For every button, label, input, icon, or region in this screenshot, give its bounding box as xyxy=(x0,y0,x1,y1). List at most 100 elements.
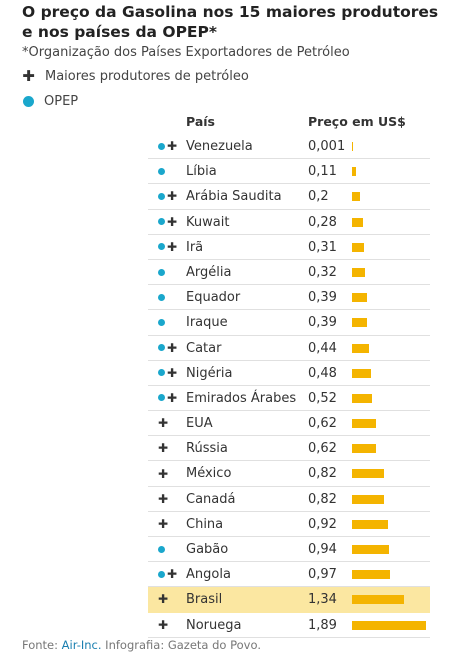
credits-text: Infografia: Gazeta do Povo. xyxy=(101,638,261,652)
plus-icon: ✚ xyxy=(167,365,178,380)
country-label: Brasil xyxy=(186,592,223,608)
legend-opep-label: OPEP xyxy=(44,94,79,109)
price-value-label: 0,28 xyxy=(308,214,337,230)
row-markers: ✚ xyxy=(158,336,186,360)
row-markers xyxy=(158,537,186,561)
country-label: Irã xyxy=(186,239,204,255)
table-row: ✚ Venezuela 0,001 xyxy=(148,134,430,160)
table-row: ✚ Arábia Saudita 0,2 xyxy=(148,184,430,210)
row-markers: ✚ xyxy=(158,361,186,385)
column-header-country: País xyxy=(186,114,215,129)
opep-dot-icon xyxy=(158,293,165,301)
row-markers: ✚ xyxy=(158,436,186,460)
price-value-label: 0,39 xyxy=(308,315,337,331)
opep-dot-icon xyxy=(158,268,165,276)
country-label: China xyxy=(186,516,224,532)
table-row: ✚ México 0,82 xyxy=(148,461,430,487)
country-label: Argélia xyxy=(186,264,232,280)
price-value-label: 0,32 xyxy=(308,264,337,280)
row-markers: ✚ xyxy=(158,512,186,536)
row-markers: ✚ xyxy=(158,235,186,259)
opep-dot-icon xyxy=(158,142,165,150)
source-footer: Fonte: Air-Inc. Infografia: Gazeta do Po… xyxy=(22,638,261,652)
table-row: ✚ Canadá 0,82 xyxy=(148,487,430,512)
chart-subtitle: *Organização dos Países Exportadores de … xyxy=(22,45,350,60)
table-row: Equador 0,39 xyxy=(148,285,430,311)
price-value-label: 0,62 xyxy=(308,441,337,457)
plus-icon: ✚ xyxy=(167,214,178,229)
country-label: Kuwait xyxy=(186,214,230,230)
price-value-label: 0,31 xyxy=(308,239,337,255)
table-row: Iraque 0,39 xyxy=(148,310,430,336)
row-markers: ✚ xyxy=(158,386,186,410)
price-value-label: 0,97 xyxy=(308,567,337,583)
country-label: Gabão xyxy=(186,542,229,557)
opep-dot-icon xyxy=(158,570,165,578)
plus-icon: ✚ xyxy=(158,617,169,632)
plus-icon: ✚ xyxy=(167,340,178,355)
table-row: ✚ Angola 0,97 xyxy=(148,562,430,588)
table-row: ✚ Emirados Árabes 0,52 xyxy=(148,386,430,412)
price-value-label: 0,82 xyxy=(308,491,337,507)
plus-icon: ✚ xyxy=(22,67,35,85)
price-bar xyxy=(352,142,353,151)
price-value-label: 0,44 xyxy=(308,340,337,356)
country-label: Venezuela xyxy=(186,139,253,154)
plus-icon: ✚ xyxy=(158,592,169,607)
legend-opep: OPEP xyxy=(22,94,78,109)
row-markers: ✚ xyxy=(158,587,186,611)
plus-icon: ✚ xyxy=(158,516,169,531)
table-row: ✚ Noruega 1,89 xyxy=(148,613,430,638)
plus-icon: ✚ xyxy=(167,189,178,204)
country-label: EUA xyxy=(186,416,213,432)
price-bar xyxy=(352,419,377,429)
opep-dot-icon xyxy=(158,167,165,175)
legend-producers: ✚ Maiores produtores de petróleo xyxy=(22,67,249,85)
row-markers: ✚ xyxy=(158,184,186,208)
plus-icon: ✚ xyxy=(167,390,178,405)
legend-producers-label: Maiores produtores de petróleo xyxy=(45,68,249,84)
price-value-label: 0,92 xyxy=(308,516,337,532)
row-markers: ✚ xyxy=(158,487,186,511)
price-bar xyxy=(352,570,390,580)
country-label: Equador xyxy=(186,290,241,306)
price-value-label: 0,11 xyxy=(308,164,337,180)
table-row: ✚ Kuwait 0,28 xyxy=(148,210,430,235)
plus-icon: ✚ xyxy=(158,491,169,506)
country-label: Emirados Árabes xyxy=(186,390,297,406)
table-row: Líbia 0,11 xyxy=(148,159,430,185)
price-bar xyxy=(352,444,377,454)
price-bar xyxy=(352,620,426,630)
opep-dot-icon xyxy=(158,192,165,200)
price-value-label: 0,62 xyxy=(308,416,337,432)
opep-dot-icon xyxy=(158,318,165,326)
price-value-label: 1,34 xyxy=(308,592,337,608)
country-label: México xyxy=(186,466,232,482)
price-bar xyxy=(352,242,365,252)
country-label: Arábia Saudita xyxy=(186,189,282,205)
opep-dot-icon xyxy=(158,218,165,226)
table-row: ✚ Nigéria 0,48 xyxy=(148,361,430,386)
price-bar xyxy=(352,293,368,303)
country-label: Catar xyxy=(186,340,222,356)
country-label: Canadá xyxy=(186,491,236,507)
price-bar xyxy=(352,167,357,177)
row-markers: ✚ xyxy=(158,562,186,586)
opep-dot-icon xyxy=(23,96,34,107)
row-markers xyxy=(158,159,186,183)
price-value-label: 0,52 xyxy=(308,390,337,406)
price-value-label: 0,001 xyxy=(308,139,346,154)
row-markers xyxy=(158,260,186,284)
price-value-label: 0,48 xyxy=(308,365,337,381)
row-markers: ✚ xyxy=(158,210,186,234)
source-link[interactable]: Air-Inc. xyxy=(61,638,102,652)
country-label: Angola xyxy=(186,567,231,583)
table-row: ✚ EUA 0,62 xyxy=(148,411,430,437)
opep-dot-icon xyxy=(158,243,165,251)
opep-dot-icon xyxy=(158,344,165,352)
table-row: ✚ China 0,92 xyxy=(148,512,430,537)
plus-icon: ✚ xyxy=(167,567,178,582)
price-bar xyxy=(352,469,385,479)
table-row: ✚ Catar 0,44 xyxy=(148,336,430,361)
opep-dot-icon xyxy=(158,369,165,377)
